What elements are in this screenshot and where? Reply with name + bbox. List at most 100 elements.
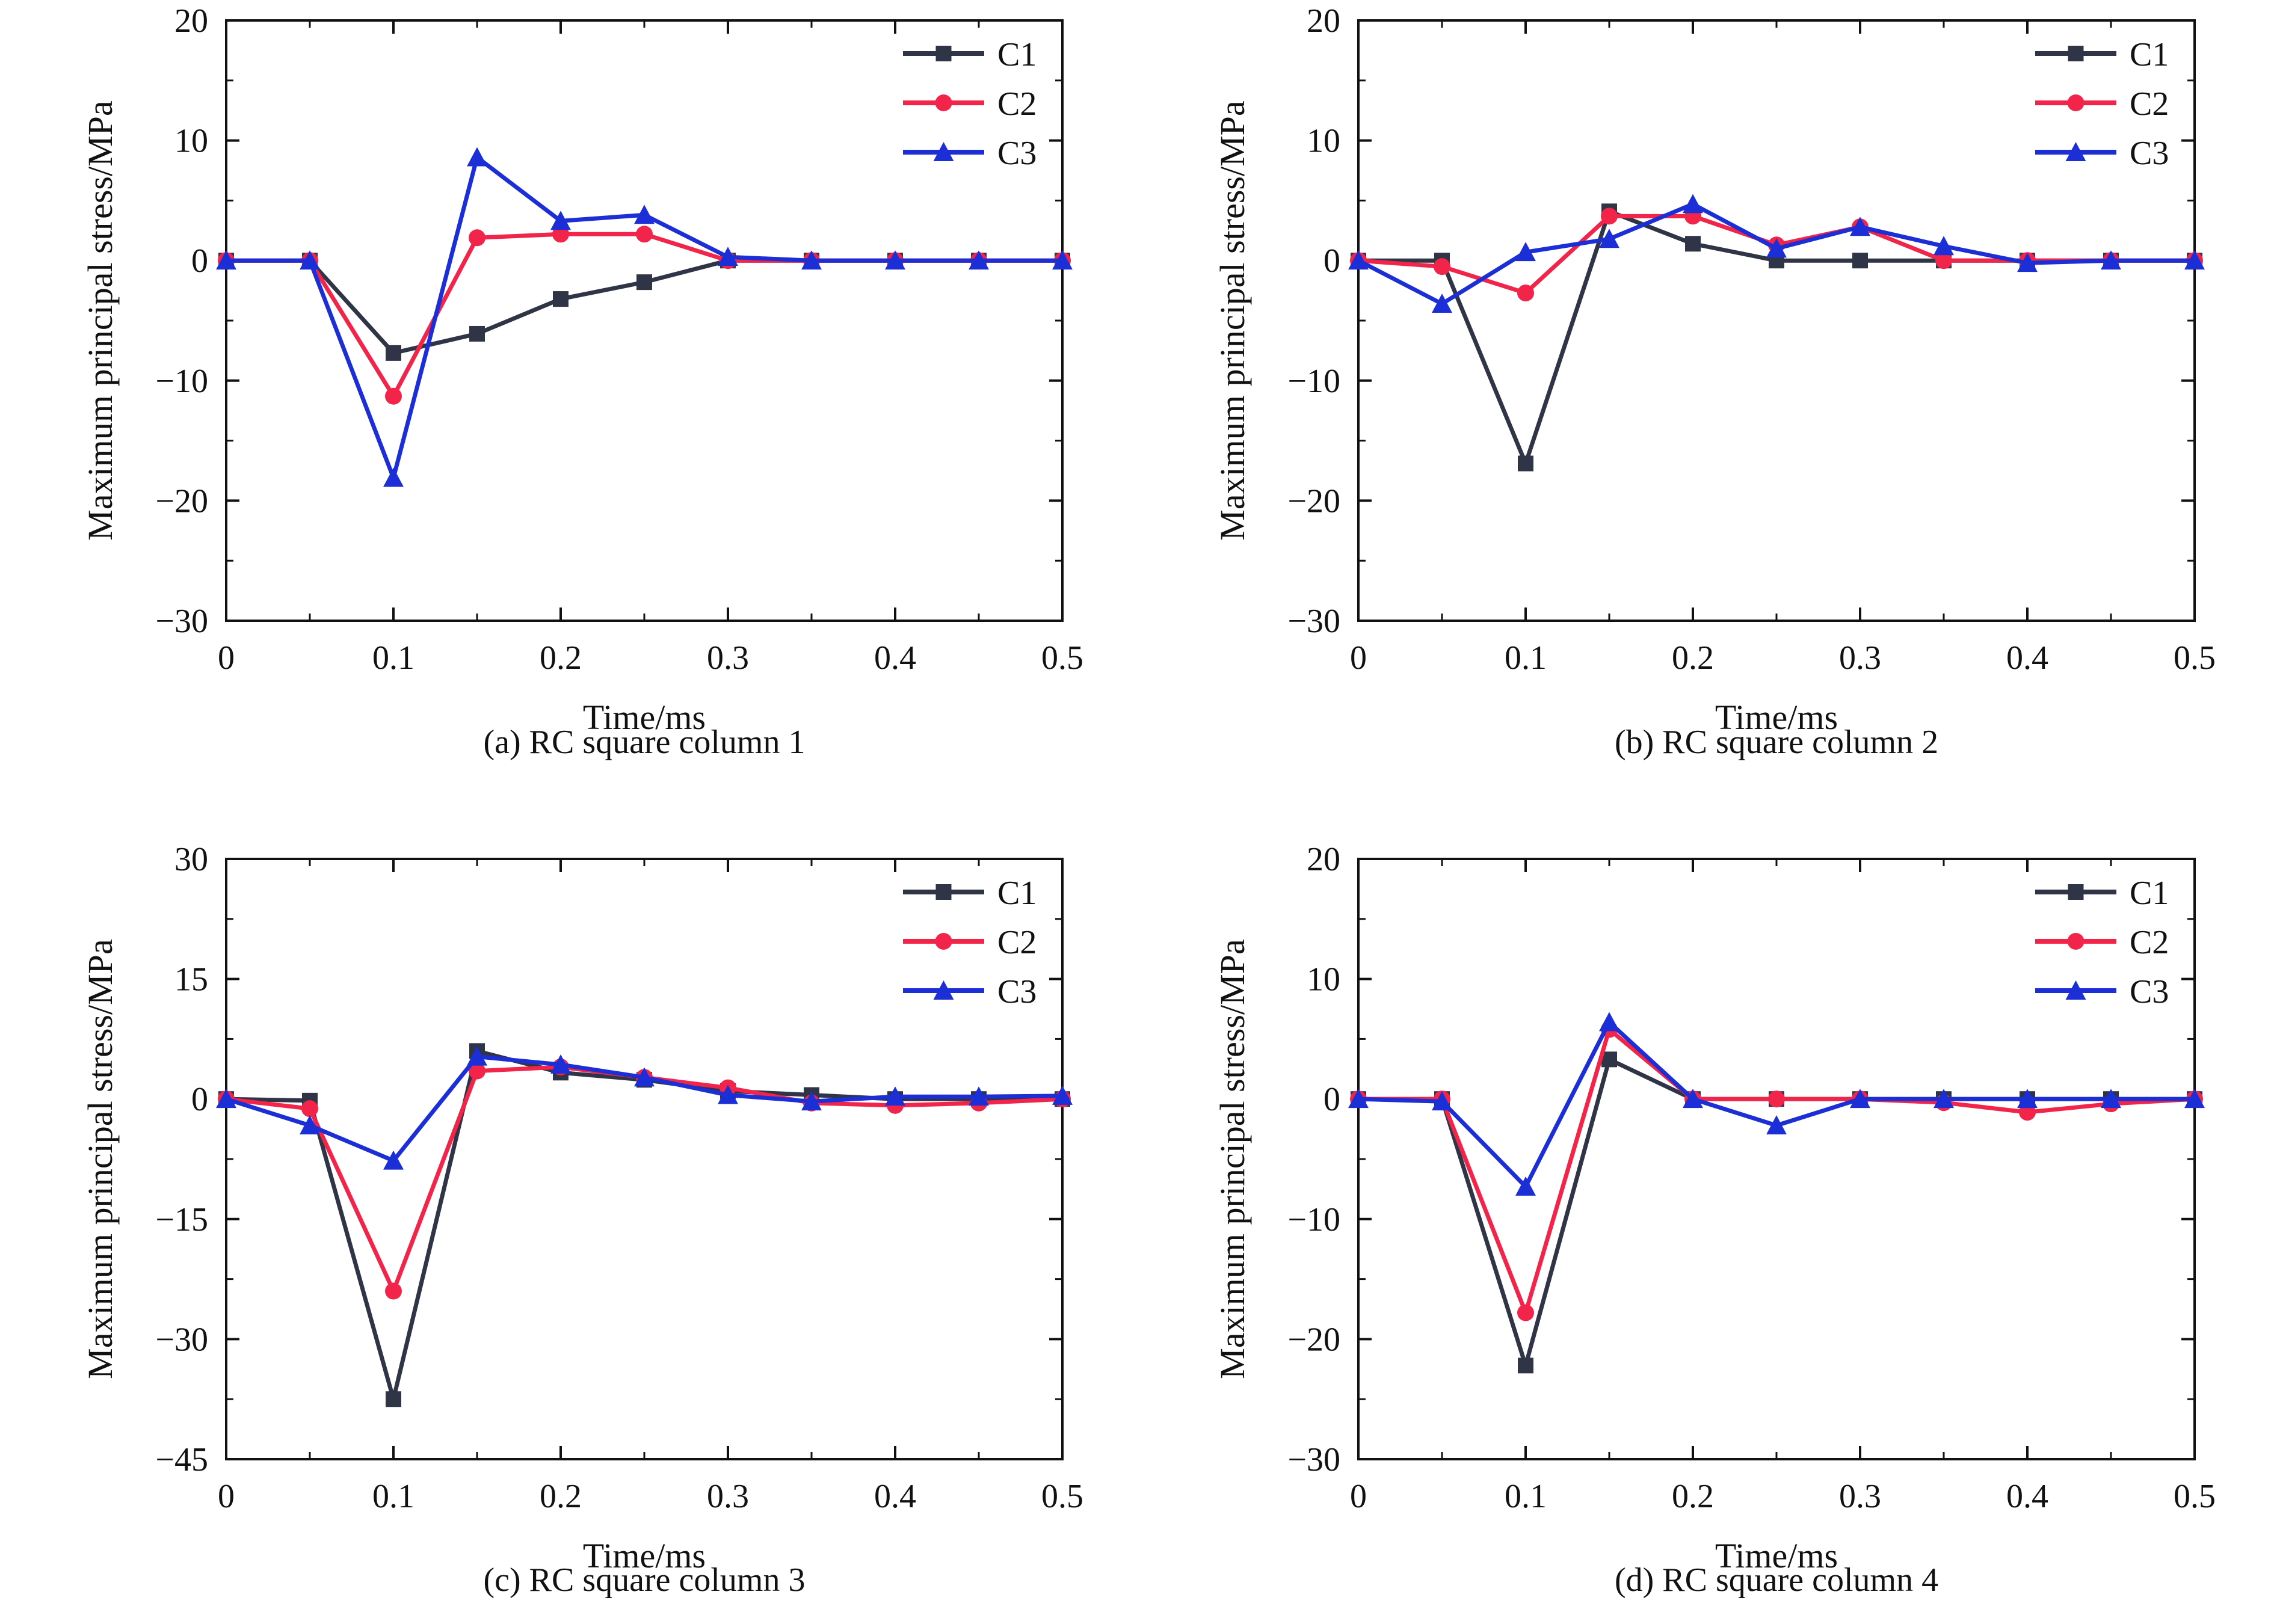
data-point-C3 [383,1150,404,1170]
series-C2 [1350,1021,2203,1321]
legend-label-C2: C2 [2130,85,2169,123]
y-tick-label: 10 [1307,123,1340,160]
series-C3 [216,147,1073,487]
data-point-C1 [386,1391,401,1407]
y-tick-label: −20 [1287,1321,1340,1358]
y-tick-label: 10 [1307,961,1340,998]
y-tick-label: −45 [155,1441,208,1478]
x-tick-label: 0.2 [1672,1478,1714,1515]
data-point-C3 [1052,1085,1073,1105]
x-tick-label: 0 [218,639,235,677]
data-point-C2 [1517,285,1534,302]
data-point-C3 [300,250,320,270]
y-tick-label: −10 [1287,1201,1340,1238]
data-point-C3 [969,250,989,270]
legend: C1 C2 C3 [903,36,1037,172]
y-tick-label: −20 [1287,482,1340,520]
data-point-C3 [1515,1176,1536,1196]
series-C3 [1348,194,2205,313]
y-tick-label: 20 [174,2,208,40]
data-point-C3 [718,1084,738,1104]
panel-caption: (d) RC square column 4 [1614,1561,1939,1599]
data-point-C3 [550,211,571,230]
y-tick-label: −30 [155,1321,208,1358]
data-point-C3 [1432,294,1452,313]
x-tick-label: 0.3 [707,639,749,677]
data-point-C2 [1517,1304,1534,1321]
legend-marker-C2 [935,94,952,111]
data-point-C1 [1518,1358,1533,1374]
data-point-C1 [1685,236,1701,252]
data-point-C3 [1683,194,1703,214]
data-point-C3 [1934,1089,1954,1109]
x-tick-label: 0.5 [1041,1478,1083,1515]
x-tick-label: 0.4 [2006,639,2048,677]
data-point-C2 [1601,208,1618,225]
y-tick-label: 0 [191,1081,208,1118]
legend-label-C3: C3 [997,135,1037,172]
x-tick-label: 0.4 [2006,1478,2048,1515]
plot-frame [225,19,1064,622]
data-point-C1 [1518,455,1533,472]
chart-panel-2: 0 0.1 0.2 0.3 0.4 0.5 −30 −20 −10 0 10 20 Time/ms Max… [1213,2,2216,737]
data-point-C3 [2017,253,2038,272]
series-line-C2 [1358,1027,2195,1315]
legend-marker-C2 [935,933,952,950]
x-tick-label: 0.1 [1505,639,1547,677]
data-point-C3 [1850,217,1870,236]
data-point-C3 [1599,229,1619,248]
x-tick-label: 0.5 [2174,639,2216,677]
x-tick-label: 0 [1350,639,1367,677]
y-tick-label: 0 [1323,242,1340,280]
data-point-C3 [634,205,655,224]
x-tick-label: 0.2 [540,639,582,677]
data-point-C3 [2101,250,2121,270]
data-point-C3 [1766,1115,1787,1135]
y-axis-label: Maximum principal stress/MPa [1213,100,1252,540]
data-point-C3 [1599,1012,1619,1032]
legend-marker-C3 [933,980,954,1000]
data-point-C1 [386,345,401,361]
y-tick-label: 15 [174,961,208,998]
x-axis-label: Time/ms [1715,698,1838,737]
legend-marker-C1 [2068,884,2084,900]
x-tick-label: 0.3 [1839,1478,1881,1515]
legend-label-C2: C2 [997,924,1037,961]
data-point-C1 [553,291,568,307]
x-tick-label: 0.5 [2174,1478,2216,1515]
data-point-C3 [2184,250,2205,270]
data-point-C2 [2019,1104,2036,1121]
data-point-C3 [801,1091,822,1111]
data-point-C3 [969,1086,989,1106]
legend-label-C2: C2 [997,85,1037,123]
legend-label-C3: C3 [997,973,1037,1010]
series-C2 [218,226,1071,405]
legend-marker-C1 [2068,46,2084,61]
x-tick-label: 0.3 [1839,639,1881,677]
series-C1 [218,253,1070,361]
chart-panel-3: 0 0.1 0.2 0.3 0.4 0.5 −45 −30 −15 0 15 30 Time/ms Max… [81,841,1083,1575]
legend-marker-C3 [2065,142,2086,161]
data-point-C3 [2184,1089,2205,1109]
panel-caption: (a) RC square column 1 [483,724,806,761]
data-point-C2 [1935,252,1952,269]
data-point-C3 [1934,236,1954,256]
data-point-C2 [469,229,485,247]
data-point-C3 [467,147,487,167]
y-tick-label: 0 [1323,1081,1340,1118]
legend: C1 C2 C3 [903,875,1037,1010]
y-tick-label: −10 [155,363,208,400]
y-tick-label: −30 [1287,603,1340,640]
chart-panel-4: 0 0.1 0.2 0.3 0.4 0.5 −30 −20 −10 0 10 20 Time/ms Max… [1213,841,2216,1575]
data-point-C2 [1768,1090,1785,1108]
chart-panel-1: 0 0.1 0.2 0.3 0.4 0.5 −30 −20 −10 0 10 20 Time/ms Max… [81,2,1083,737]
data-point-C2 [469,1062,485,1080]
data-point-C3 [634,1067,655,1087]
x-tick-label: 0.2 [540,1478,582,1515]
y-tick-label: −30 [155,603,208,640]
data-point-C3 [467,1046,487,1066]
legend-label-C2: C2 [2130,924,2169,961]
x-tick-label: 0.3 [707,1478,749,1515]
data-point-C1 [469,325,485,342]
